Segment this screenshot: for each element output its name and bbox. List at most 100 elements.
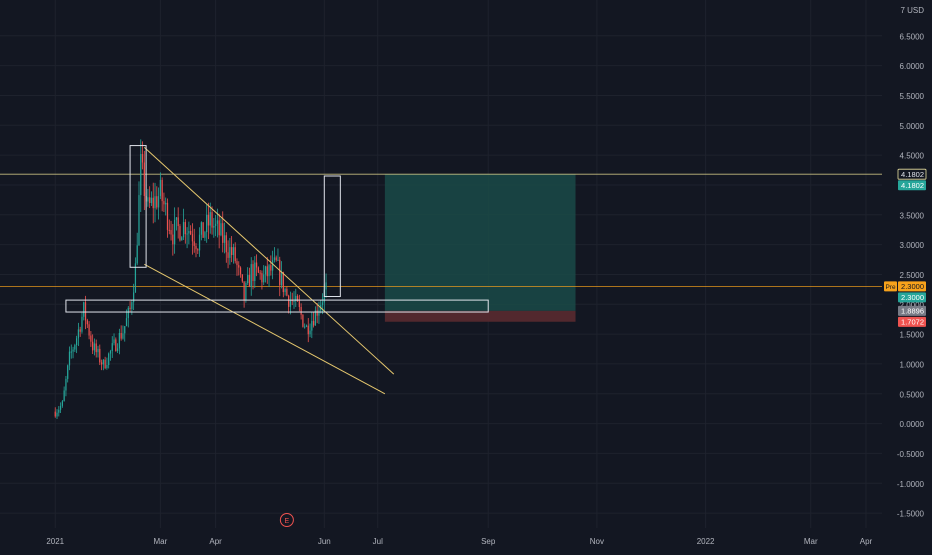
candle-body: [271, 260, 274, 271]
candle-body: [286, 289, 288, 296]
candle-body: [161, 179, 163, 202]
candle-body: [312, 321, 315, 326]
candle-body: [197, 249, 199, 251]
candle-body: [218, 220, 220, 236]
price-label-box: [898, 180, 926, 191]
candle-body: [245, 283, 247, 301]
price-tick-label: 5.0000: [900, 122, 925, 131]
price-axis-label: 4.1802: [897, 168, 927, 180]
candle-body: [231, 247, 233, 256]
candle-body: [111, 343, 113, 351]
candle-body: [211, 212, 213, 228]
candle-body: [243, 281, 245, 301]
candle-body: [172, 234, 174, 245]
candle-body: [166, 202, 169, 230]
candle-body: [318, 310, 320, 316]
candle-body: [279, 259, 281, 286]
candle-body: [239, 267, 242, 275]
candle-body: [282, 272, 284, 293]
candle-body: [190, 230, 192, 235]
candle-body: [181, 237, 183, 241]
candle-body: [214, 223, 217, 227]
candle-body: [250, 264, 252, 287]
candle-body: [257, 267, 259, 273]
trendline: [143, 146, 395, 375]
candle-body: [309, 330, 311, 335]
candle-body: [284, 289, 286, 293]
candle-body: [131, 302, 133, 309]
price-label-text: 1.8896: [901, 307, 924, 316]
price-tick-label: 3.5000: [900, 211, 925, 220]
price-tick-label: 3.0000: [900, 241, 925, 250]
candle-body: [133, 292, 135, 303]
price-tick-label: 6.0000: [900, 62, 925, 71]
price-label-text: 1.7072: [901, 318, 924, 327]
candle-body: [86, 320, 88, 325]
time-tick-label: 2021: [46, 537, 64, 546]
candle-body: [213, 226, 215, 228]
candle-body: [90, 335, 92, 342]
candle-body: [236, 261, 238, 266]
price-axis-title: 7 USD: [900, 6, 924, 15]
candle-body: [138, 195, 140, 246]
price-label-text: 4.1802: [901, 170, 924, 179]
price-tick-label: 0.5000: [900, 390, 925, 399]
candle-body: [68, 351, 71, 366]
candle-body: [191, 234, 194, 242]
candle-body: [120, 332, 122, 339]
candle-body: [170, 230, 172, 235]
candle-body: [116, 348, 119, 352]
time-tick-label: Mar: [804, 537, 818, 546]
session-tag-box: [884, 281, 897, 292]
candle-body: [95, 343, 97, 353]
candle-body: [198, 234, 201, 251]
candle-body: [147, 197, 149, 202]
candle-body: [63, 390, 65, 402]
candle-body: [266, 266, 268, 277]
candle-body: [304, 326, 306, 328]
candle-body: [56, 412, 58, 417]
price-label-box: [898, 292, 926, 303]
time-tick-label: Apr: [209, 537, 222, 546]
candle-body: [305, 325, 308, 327]
candle-body: [296, 295, 299, 302]
time-tick-label: Jun: [318, 537, 331, 546]
candle-body: [81, 316, 83, 332]
candle-body: [140, 154, 142, 196]
candle-body: [225, 235, 227, 253]
session-tag-text: Pre: [885, 284, 896, 291]
trendline: [144, 263, 386, 395]
candle-body: [108, 353, 110, 366]
candle-body: [100, 362, 103, 365]
price-tick-label: -1.5000: [897, 510, 925, 519]
candle-body: [152, 197, 154, 209]
price-axis-label: 1.8896: [898, 305, 926, 316]
candle-body: [88, 324, 90, 336]
rectangle-drawing: [129, 145, 147, 268]
candle-body: [202, 222, 204, 238]
candle-body: [141, 154, 144, 163]
price-tick-label: 0.0000: [900, 420, 925, 429]
candle-body: [184, 222, 186, 235]
price-axis-label: 2.3000: [898, 292, 926, 303]
candle-body: [321, 302, 324, 306]
candle-body: [143, 162, 145, 196]
candle-body: [93, 343, 96, 351]
candle-body: [99, 348, 101, 363]
candle-body: [261, 273, 263, 283]
candle-body: [248, 274, 251, 287]
candle-body: [157, 196, 160, 208]
candle-body: [216, 220, 219, 224]
candle-body: [302, 314, 304, 327]
candle-body: [222, 223, 224, 243]
candle-body: [150, 197, 153, 204]
candle-body: [207, 214, 210, 226]
candle-body: [177, 217, 179, 227]
candle-body: [129, 307, 131, 309]
candle-body: [264, 266, 267, 275]
time-tick-label: Jul: [373, 537, 383, 546]
candle-body: [195, 245, 197, 250]
candle-body: [154, 196, 156, 209]
